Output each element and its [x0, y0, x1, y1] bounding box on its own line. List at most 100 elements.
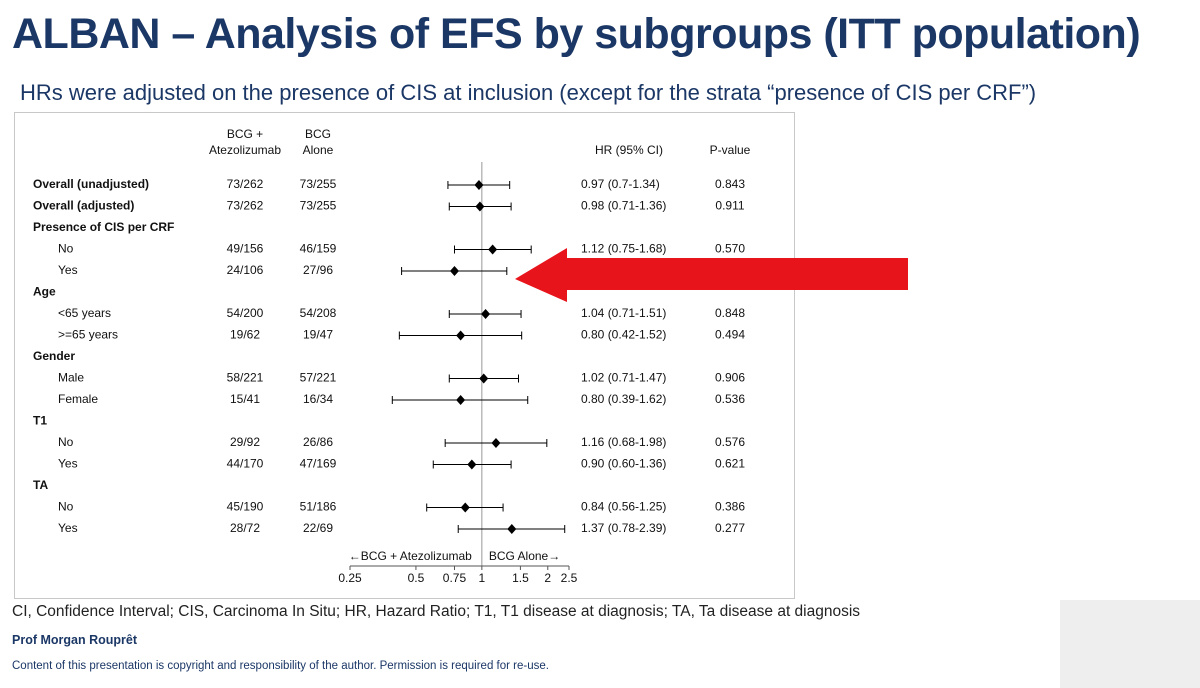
- hr-label: 0.98 (0.71-1.36): [581, 199, 666, 213]
- highlight-arrow: [515, 248, 908, 302]
- hr-label: 0.84 (0.56-1.25): [581, 500, 666, 514]
- arm2-count: 22/69: [303, 521, 333, 535]
- arm1-count: 49/156: [227, 242, 264, 256]
- arm2-count: 47/169: [300, 457, 337, 471]
- x-tick-label: 2: [544, 571, 551, 585]
- column-header: Alone: [303, 143, 334, 157]
- row-label: Yes: [58, 263, 78, 277]
- arm2-count: 73/255: [300, 199, 337, 213]
- row-label: Overall (adjusted): [33, 199, 134, 213]
- hr-label: 1.12 (0.75-1.68): [581, 242, 666, 256]
- hr-label: 1.04 (0.71-1.51): [581, 306, 666, 320]
- row-label: Yes: [58, 457, 78, 471]
- arm1-count: 29/92: [230, 435, 260, 449]
- row-label: Overall (unadjusted): [33, 177, 149, 191]
- x-tick-label: 0.5: [408, 571, 425, 585]
- arm1-count: 58/221: [227, 371, 264, 385]
- p-value: 0.386: [715, 500, 745, 514]
- hr-point: [488, 244, 498, 255]
- arm1-count: 73/262: [227, 199, 264, 213]
- copyright: Content of this presentation is copyrigh…: [12, 660, 549, 672]
- arm1-count: 15/41: [230, 392, 260, 406]
- row-label: >=65 years: [58, 328, 118, 342]
- column-header: Atezolizumab: [209, 143, 281, 157]
- row-label: No: [58, 500, 74, 514]
- p-value: 0.277: [715, 521, 745, 535]
- arm2-count: 19/47: [303, 328, 333, 342]
- hr-point: [460, 502, 470, 513]
- hr-point: [507, 524, 517, 534]
- hr-point: [474, 180, 484, 190]
- hr-label: 1.02 (0.71-1.47): [581, 371, 666, 385]
- hr-point: [449, 266, 459, 276]
- hr-point: [456, 330, 466, 341]
- hr-point: [475, 201, 485, 212]
- p-value: 0.911: [715, 199, 744, 213]
- arm2-count: 54/208: [300, 306, 337, 320]
- p-value: 0.848: [715, 306, 745, 320]
- arm2-count: 27/96: [303, 263, 333, 277]
- arm2-count: 16/34: [303, 392, 333, 406]
- slide-subtitle: HRs were adjusted on the presence of CIS…: [20, 80, 1037, 105]
- arm1-count: 73/262: [227, 177, 264, 191]
- hr-label: 0.80 (0.39-1.62): [581, 392, 666, 406]
- hr-point: [467, 459, 477, 470]
- row-label: Female: [58, 392, 98, 406]
- footnote: CI, Confidence Interval; CIS, Carcinoma …: [12, 603, 861, 620]
- arm1-count: 44/170: [227, 457, 264, 471]
- row-label: Age: [33, 285, 56, 299]
- hr-point: [479, 373, 489, 384]
- arm2-count: 57/221: [300, 371, 337, 385]
- arm1-count: 45/190: [227, 500, 264, 514]
- x-tick-label: 0.75: [443, 571, 467, 585]
- arm1-count: 28/72: [230, 521, 260, 535]
- arm2-count: 51/186: [300, 500, 337, 514]
- corner-shade: [1060, 600, 1200, 688]
- hr-label: 1.16 (0.68-1.98): [581, 435, 666, 449]
- x-tick-label: 2.5: [561, 571, 578, 585]
- arm2-count: 26/86: [303, 435, 333, 449]
- row-label: <65 years: [58, 306, 111, 320]
- hr-point: [481, 309, 491, 319]
- arm1-count: 19/62: [230, 328, 260, 342]
- x-tick-label: 1: [479, 571, 486, 585]
- hr-label: 0.80 (0.42-1.52): [581, 328, 666, 342]
- row-label: Yes: [58, 521, 78, 535]
- arm2-count: 73/255: [300, 177, 337, 191]
- p-value: 0.494: [715, 328, 745, 342]
- p-value: 0.536: [715, 392, 745, 406]
- hr-point: [456, 395, 466, 405]
- arm1-count: 24/106: [227, 263, 264, 277]
- row-label: T1: [33, 414, 47, 428]
- row-label: TA: [33, 478, 48, 492]
- p-value: 0.906: [715, 371, 745, 385]
- hr-label: 0.97 (0.7-1.34): [581, 177, 660, 191]
- row-label: Gender: [33, 349, 75, 363]
- plot-frame: [14, 112, 795, 599]
- author: Prof Morgan Rouprêt: [12, 633, 137, 647]
- p-value: 0.843: [715, 177, 745, 191]
- p-value: 0.570: [715, 242, 745, 256]
- column-header: P-value: [710, 143, 751, 157]
- p-value: 0.576: [715, 435, 745, 449]
- slide-title: ALBAN – Analysis of EFS by subgroups (IT…: [12, 10, 1141, 58]
- p-value: 0.621: [715, 457, 745, 471]
- row-label: Presence of CIS per CRF: [33, 220, 174, 234]
- hr-label: 0.90 (0.60-1.36): [581, 457, 666, 471]
- row-label: No: [58, 435, 74, 449]
- direction-label: ←BCG + Atezolizumab: [349, 549, 472, 563]
- hr-label: 1.37 (0.78-2.39): [581, 521, 666, 535]
- arm2-count: 46/159: [300, 242, 337, 256]
- direction-label: BCG Alone→: [489, 549, 560, 563]
- row-label: No: [58, 242, 74, 256]
- x-tick-label: 0.25: [338, 571, 362, 585]
- x-tick-label: 1.5: [512, 571, 529, 585]
- column-header: BCG: [305, 127, 331, 141]
- column-header: BCG +: [227, 127, 263, 141]
- arm1-count: 54/200: [227, 306, 264, 320]
- row-label: Male: [58, 371, 84, 385]
- hr-point: [491, 438, 501, 448]
- column-header: HR (95% CI): [595, 143, 663, 157]
